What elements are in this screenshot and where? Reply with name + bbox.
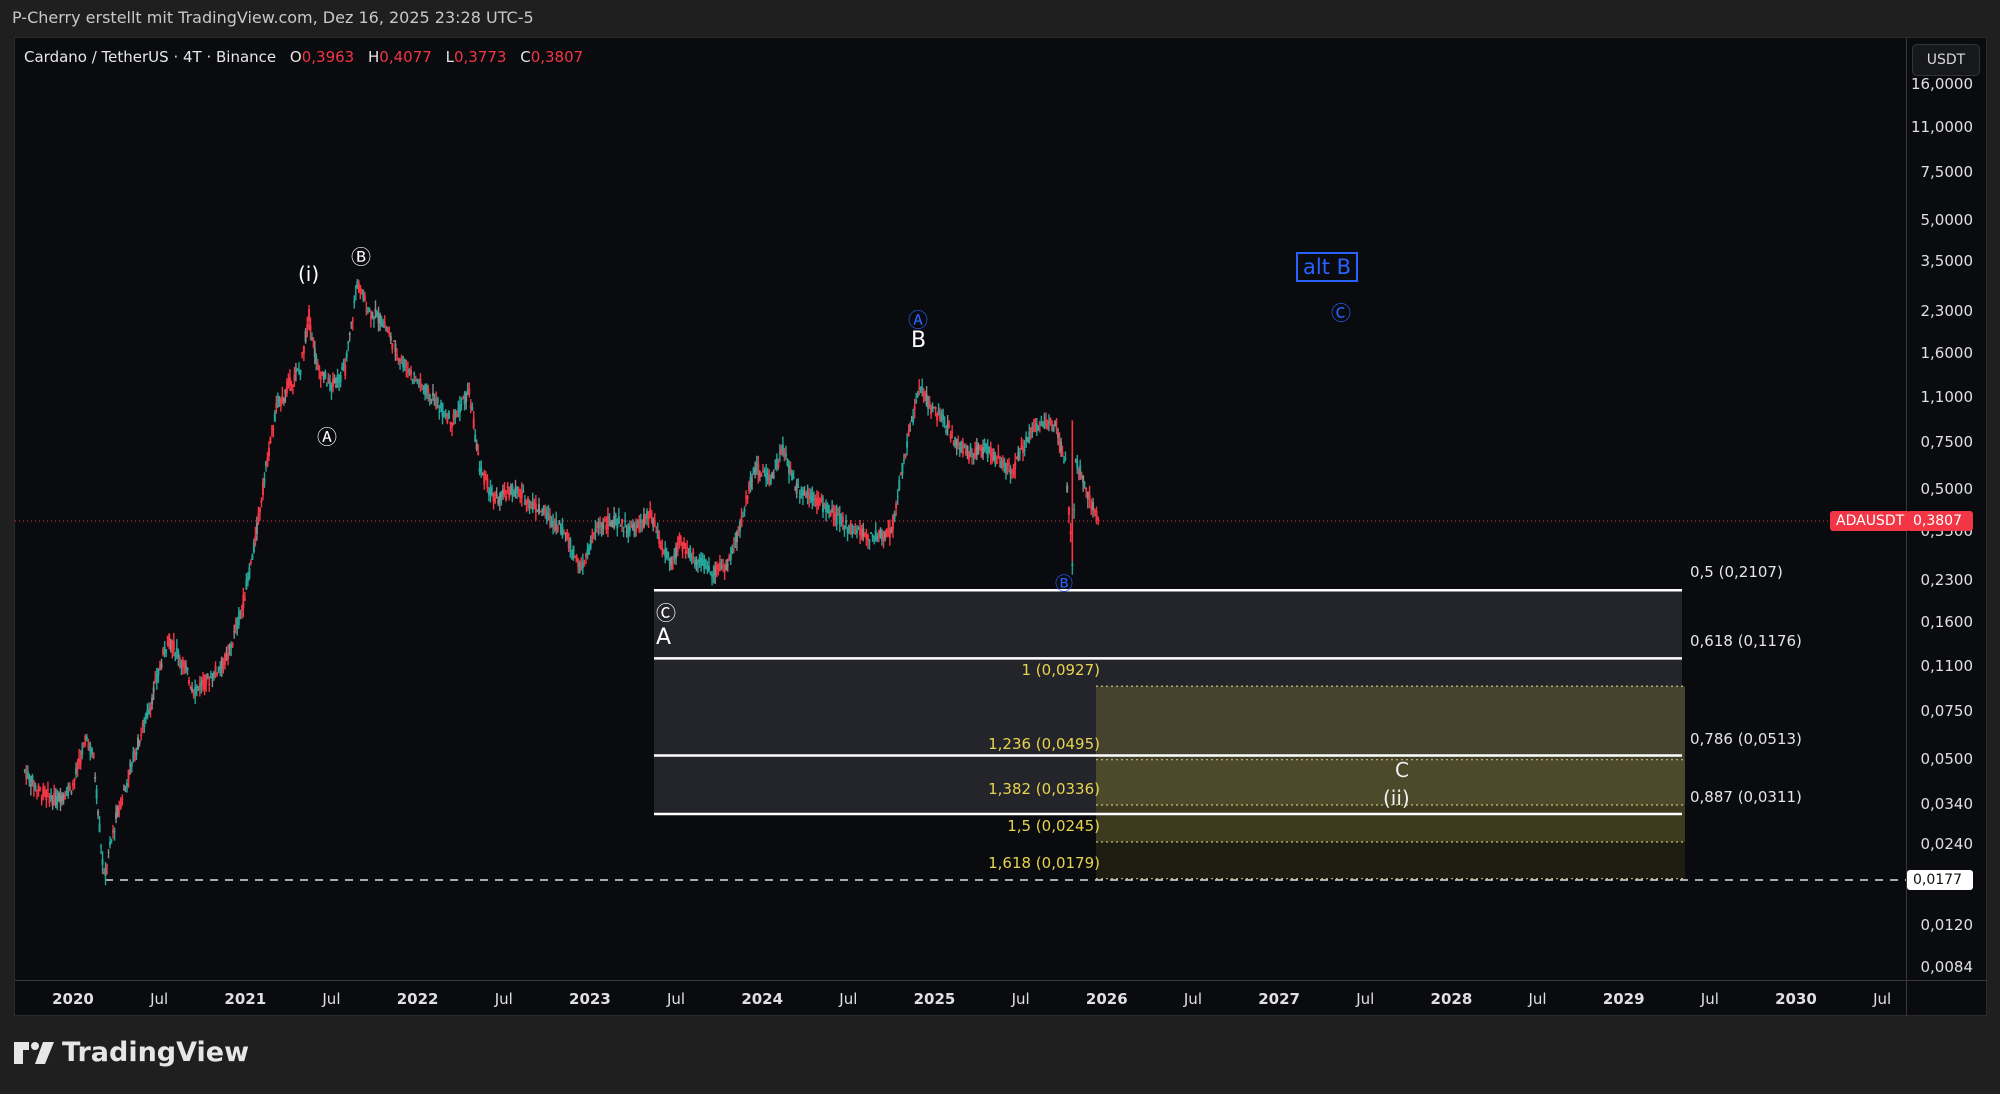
fib-ext-label-0: 1 (0,0927): [1021, 661, 1100, 679]
price-axis[interactable]: USDT 16,0000 11,0000 7,5000 5,0000 3,5000 2,3…: [1906, 38, 1987, 980]
price-tick: 0,0084: [1920, 958, 1974, 977]
time-tick: Jul: [322, 990, 341, 1008]
time-tick: 2027: [1258, 990, 1300, 1008]
price-tick: 0,0750: [1920, 702, 1974, 721]
chart-caption: P-Cherry erstellt mit TradingView.com, D…: [12, 8, 534, 27]
axis-corner: [1906, 980, 1987, 1016]
price-tick: 0,0500: [1920, 749, 1974, 768]
wave-label-circ-a-blue[interactable]: Ⓐ: [908, 308, 928, 332]
wave-label-circ-c-white[interactable]: Ⓒ: [656, 601, 676, 625]
price-tick: 0,0120: [1920, 916, 1974, 935]
tradingview-logo-icon: [14, 1041, 54, 1064]
fib-ext-label-1: 1,236 (0,0495): [988, 735, 1100, 753]
fib-ext-zone-4: [1096, 841, 1685, 879]
price-tick: 5,0000: [1920, 210, 1974, 229]
time-tick: Jul: [494, 990, 513, 1008]
fib-ext-zone-2: [1096, 759, 1685, 806]
wave-label-A[interactable]: A: [656, 625, 672, 650]
fib-ext-zone-3: [1096, 805, 1685, 842]
last-price-tag: 0,3807: [1907, 511, 1973, 531]
price-tick: 0,2300: [1920, 570, 1974, 589]
time-tick: 2024: [741, 990, 784, 1008]
price-plot[interactable]: [15, 38, 1906, 980]
time-tick: 2023: [569, 990, 611, 1008]
symbol-name[interactable]: Cardano / TetherUS · 4T · Binance: [24, 48, 277, 66]
fib-ext-label-4: 1,618 (0,0179): [988, 854, 1100, 872]
high-label: H: [368, 48, 380, 66]
low-label: L: [445, 48, 454, 66]
open-value: 0,3963: [301, 48, 355, 66]
wave-label-B[interactable]: B: [911, 328, 927, 353]
last-price-symbol-tag: ADAUSDT: [1830, 511, 1911, 531]
time-tick: 2029: [1602, 990, 1645, 1008]
wave-label-circ-b-top[interactable]: Ⓑ: [351, 245, 371, 269]
time-tick: Jul: [1356, 990, 1375, 1008]
fib-ext-label-3: 1,5 (0,0245): [1007, 817, 1100, 835]
low-price-tag: 0,0177: [1907, 870, 1973, 890]
time-tick: 2026: [1085, 990, 1128, 1008]
time-tick: Jul: [839, 990, 858, 1008]
time-tick: 2028: [1430, 990, 1473, 1008]
price-tick: 1,6000: [1920, 344, 1974, 362]
fib-ext-label-2: 1,382 (0,0336): [988, 780, 1100, 798]
symbol-legend: Cardano / TetherUS · 4T · Binance O0,396…: [24, 48, 583, 66]
time-axis[interactable]: 2020 Jul 2021 Jul 2022 Jul 2023 Jul 2024 Jul 2025 J…: [15, 980, 1906, 1016]
fib-ret-label-0: 0,5 (0,2107): [1690, 563, 1783, 581]
time-tick: Jul: [1700, 990, 1719, 1008]
time-tick: Jul: [1528, 990, 1547, 1008]
time-tick: Jul: [1011, 990, 1030, 1008]
low-value: 0,3773: [453, 48, 507, 66]
wave-label-circ-b-blue[interactable]: Ⓑ: [1055, 574, 1073, 595]
wave-label-alt-b[interactable]: alt B: [1296, 252, 1359, 282]
fib-ret-label-3: 0,887 (0,0311): [1690, 788, 1802, 806]
wave-label-circ-a-2021[interactable]: Ⓐ: [317, 425, 337, 449]
chart-pane[interactable]: Cardano / TetherUS · 4T · Binance O0,396…: [15, 38, 1906, 1015]
price-tick: 1,1000: [1920, 387, 1974, 406]
time-tick: 2022: [396, 990, 439, 1008]
price-tick: 7,5000: [1920, 163, 1974, 182]
price-tick: 16,0000: [1910, 74, 1973, 93]
logo-text: TradingView: [62, 1037, 250, 1068]
fib-ret-label-1: 0,618 (0,1176): [1690, 632, 1802, 650]
time-tick: Jul: [150, 990, 169, 1008]
price-tick: 0,1100: [1920, 657, 1974, 676]
price-tick: 0,1600: [1920, 613, 1974, 632]
wave-label-circ-c-blue[interactable]: Ⓒ: [1331, 301, 1351, 325]
tradingview-logo: TradingView: [14, 1037, 249, 1068]
time-tick: 2030: [1775, 990, 1817, 1008]
time-tick: Jul: [1873, 990, 1892, 1008]
time-tick: 2021: [224, 990, 267, 1008]
price-tick: 0,0340: [1920, 794, 1974, 813]
high-value: 0,4077: [379, 48, 432, 66]
close-value: 0,3807: [530, 48, 584, 66]
fib-ext-zone-1: [1096, 686, 1685, 760]
wave-label-i[interactable]: (i): [298, 262, 320, 286]
time-tick: 2025: [913, 990, 956, 1008]
price-tick: 11,0000: [1910, 118, 1973, 137]
currency-button[interactable]: USDT: [1912, 44, 1980, 76]
fib-ret-label-2: 0,786 (0,0513): [1690, 730, 1802, 748]
time-tick: Jul: [1183, 990, 1202, 1008]
time-tick: Jul: [666, 990, 686, 1008]
price-tick: 0,7500: [1920, 432, 1974, 451]
price-tick: 2,3000: [1920, 301, 1974, 320]
chart-frame: Cardano / TetherUS · 4T · Binance O0,396…: [14, 37, 1987, 1016]
close-label: C: [520, 48, 531, 66]
wave-label-ii[interactable]: (ii): [1383, 786, 1410, 810]
price-tick: 3,5000: [1920, 252, 1974, 271]
wave-label-C[interactable]: C: [1395, 758, 1409, 782]
open-label: O: [289, 48, 302, 66]
time-tick: 2020: [52, 990, 94, 1008]
price-tick: 0,0240: [1920, 835, 1974, 854]
price-tick: 0,5000: [1920, 480, 1974, 499]
